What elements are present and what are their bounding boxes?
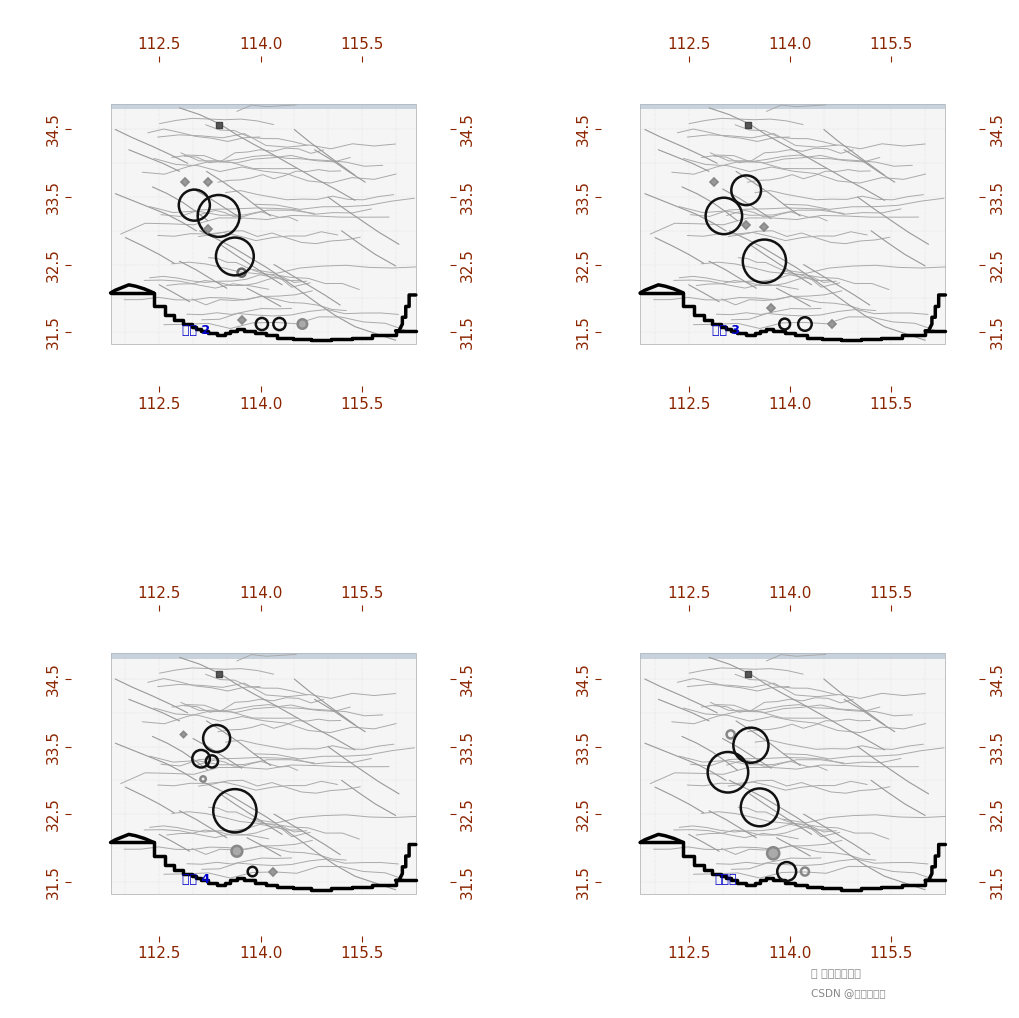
Text: 深度素: 深度素 (714, 873, 737, 887)
Bar (640, 104, 945, 344)
Circle shape (231, 846, 243, 857)
Bar (640, 654, 945, 894)
Bar (640, 104, 945, 109)
Bar (110, 104, 416, 344)
Text: 行素 4: 行素 4 (182, 873, 210, 887)
Circle shape (766, 847, 779, 859)
Bar (110, 104, 416, 109)
Circle shape (298, 320, 307, 329)
Bar (640, 654, 945, 659)
Bar (110, 654, 416, 894)
Bar (110, 654, 416, 659)
Text: 行素 2: 行素 2 (182, 324, 210, 337)
Text: 🔍 拓端数据部落: 🔍 拓端数据部落 (810, 969, 860, 979)
Text: CSDN @拓端研究室: CSDN @拓端研究室 (810, 987, 884, 998)
Text: 行素 3: 行素 3 (711, 324, 739, 337)
